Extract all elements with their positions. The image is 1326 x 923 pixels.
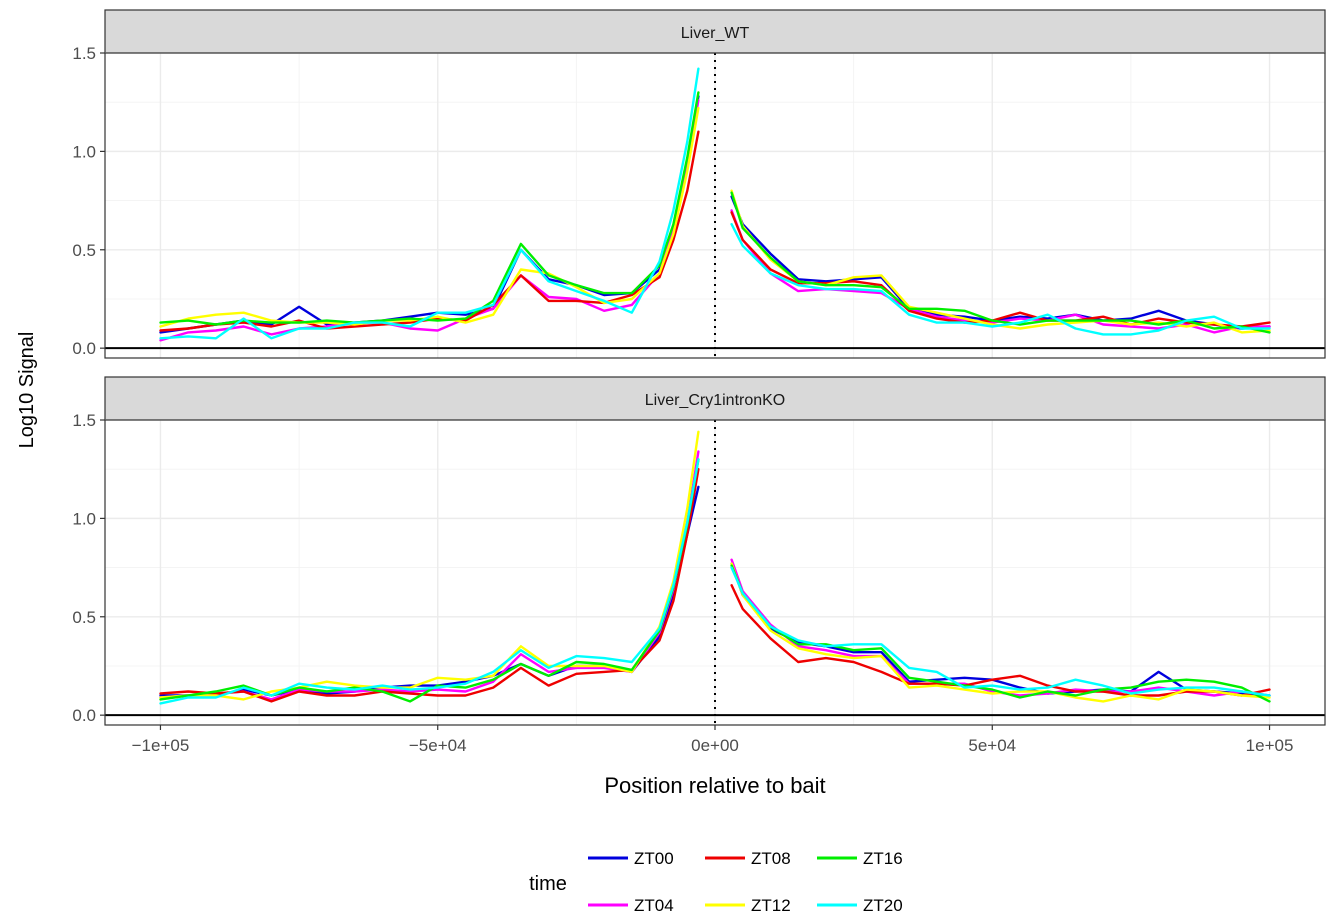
legend-label-zt08: ZT08	[751, 849, 791, 868]
panel-1-title: Liver_WT	[681, 25, 750, 42]
series-line-zt16	[159, 91, 1271, 334]
y-tick-label: 1.5	[72, 44, 96, 63]
x-tick-label: −5e+04	[409, 736, 467, 755]
x-tick-label: −1e+05	[132, 736, 190, 755]
y-tick-label: 0.0	[72, 339, 96, 358]
legend-label-zt00: ZT00	[634, 849, 674, 868]
x-axis-title: Position relative to bait	[604, 773, 825, 798]
legend-title: time	[529, 873, 567, 895]
legend: time ZT00 ZT04 ZT08 ZT12 ZT16 ZT20	[529, 849, 903, 915]
panel-2-series	[105, 420, 1325, 725]
x-tick-label: 1e+05	[1246, 736, 1294, 755]
y-tick-label: 1.5	[72, 411, 96, 430]
x-axis: −1e+05 −5e+04 0e+00 5e+04 1e+05	[132, 725, 1294, 755]
legend-label-zt16: ZT16	[863, 849, 903, 868]
legend-label-zt04: ZT04	[634, 896, 674, 915]
series-line-zt20	[159, 458, 1271, 705]
legend-label-zt12: ZT12	[751, 896, 791, 915]
panel-1: Liver_WT 0.0 0.5 1.0 1.5	[72, 9, 1326, 359]
x-tick-label: 0e+00	[691, 736, 739, 755]
panel-1-series	[105, 53, 1325, 358]
y-axis-title: Log10 Signal	[16, 332, 38, 449]
y-tick-label: 0.5	[72, 608, 96, 627]
legend-label-zt20: ZT20	[863, 896, 903, 915]
y-tick-label: 1.0	[72, 142, 96, 161]
x-tick-label: 5e+04	[968, 736, 1016, 755]
panel-1-y-axis: 0.0 0.5 1.0 1.5	[72, 44, 105, 358]
panel-2: Liver_Cry1intronKO 0.0 0.5 1.0 1.5	[72, 376, 1326, 726]
panel-2-title: Liver_Cry1intronKO	[645, 392, 786, 409]
panel-2-strip	[104, 376, 1326, 421]
panel-2-y-axis: 0.0 0.5 1.0 1.5	[72, 411, 105, 725]
panel-1-strip	[104, 9, 1326, 54]
panel-1-border	[104, 52, 1326, 359]
y-tick-label: 0.5	[72, 241, 96, 260]
y-tick-label: 0.0	[72, 706, 96, 725]
y-tick-label: 1.0	[72, 509, 96, 528]
series-line-zt20	[159, 67, 1271, 340]
